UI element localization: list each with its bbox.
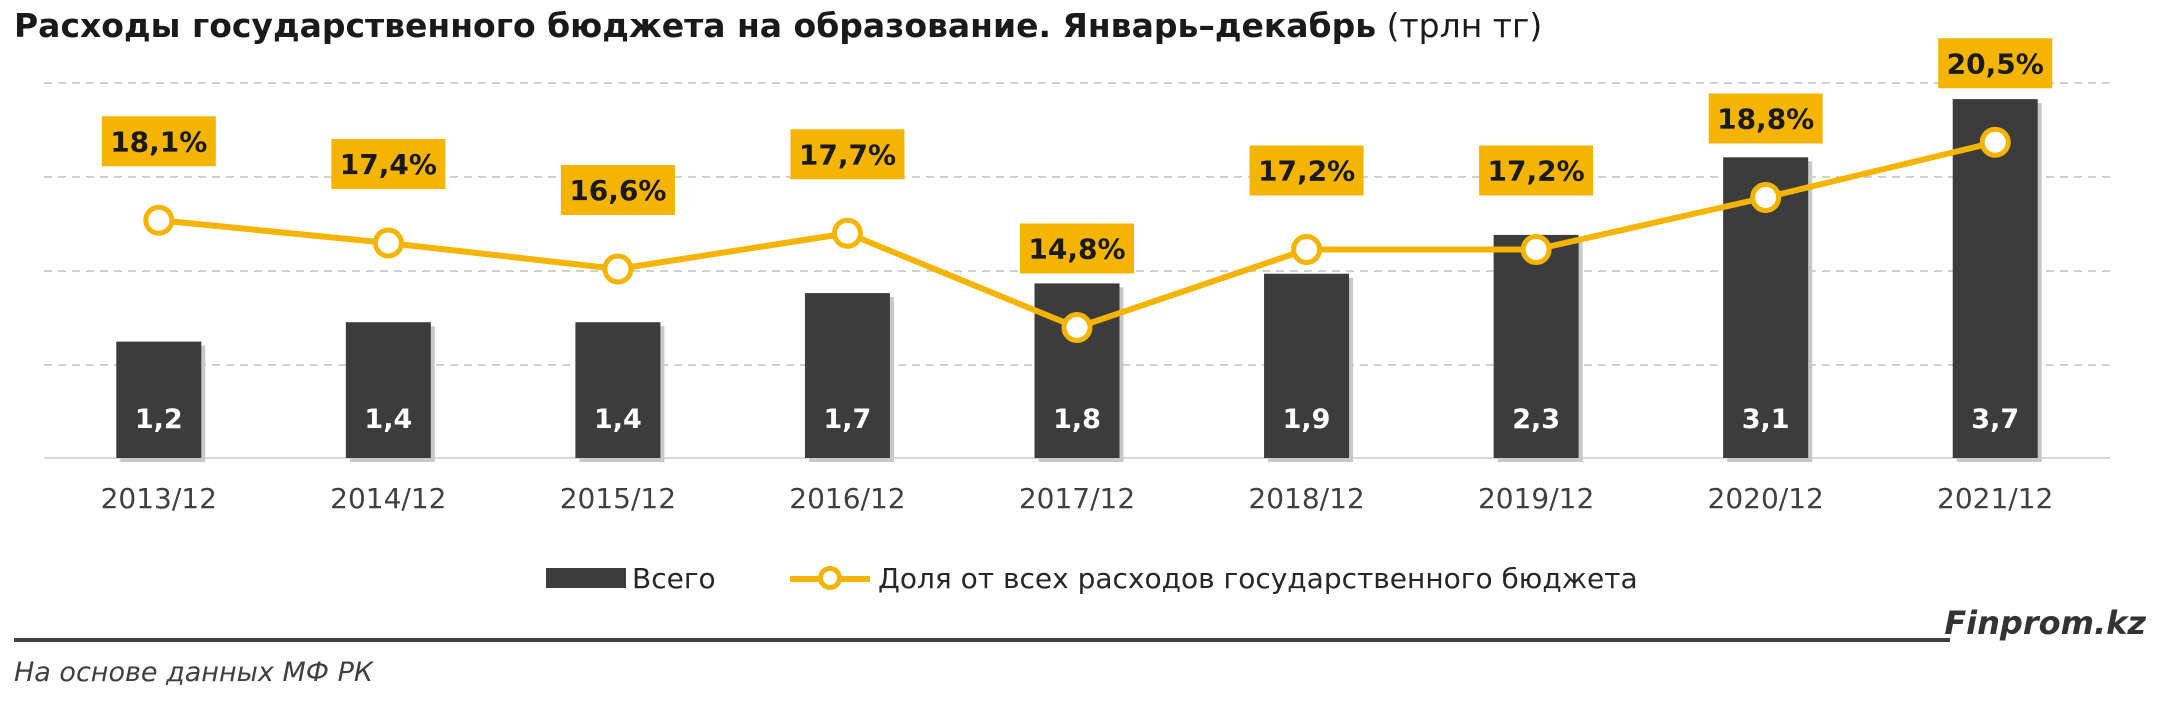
share-value-label: 17,2% <box>1488 155 1585 188</box>
x-tick-label: 2021/12 <box>1937 482 2053 515</box>
x-tick-label: 2016/12 <box>789 482 905 515</box>
share-value-label: 14,8% <box>1028 233 1125 266</box>
share-value-label: 18,1% <box>110 125 207 158</box>
bar-value-label: 1,9 <box>1283 404 1331 435</box>
legend-label-total: Всего <box>632 561 716 595</box>
bar-2021/12 <box>1952 99 2038 458</box>
bar-value-label: 1,8 <box>1053 404 1101 435</box>
x-tick-label: 2017/12 <box>1019 482 1135 515</box>
share-label-box <box>1249 145 1364 196</box>
legend-label-share: Доля от всех расходов государственного б… <box>878 561 1638 595</box>
share-point <box>602 253 634 285</box>
brand-logo-text: Finprom.kz <box>1944 604 2146 642</box>
bar-2018/12 <box>1264 273 1350 458</box>
share-label-box <box>560 165 675 215</box>
share-value-label: 18,8% <box>1717 103 1814 136</box>
chart-title: Расходы государственного бюджета на обра… <box>14 6 1542 45</box>
bar-2016/12 <box>804 293 890 458</box>
bar-2019/12 <box>1493 234 1579 458</box>
bar-2013/12 <box>116 341 202 458</box>
bar-value-label: 2,3 <box>1512 404 1560 435</box>
legend-item-share: Доля от всех расходов государственного б… <box>790 556 1638 600</box>
bar-value-label: 1,4 <box>364 404 412 435</box>
bar-value-label: 1,2 <box>135 404 183 435</box>
legend-swatch-line <box>790 566 870 590</box>
chart-title-main: Расходы государственного бюджета на обра… <box>14 6 1377 45</box>
bar-2015/12 <box>575 322 661 458</box>
x-tick-label: 2013/12 <box>101 482 217 515</box>
x-tick-label: 2018/12 <box>1248 482 1364 515</box>
legend-item-total: Всего <box>546 556 716 600</box>
share-label-box <box>790 129 905 180</box>
share-point <box>1291 234 1323 265</box>
share-point <box>831 217 863 249</box>
share-label-box <box>101 116 216 167</box>
share-label-box <box>1938 38 2053 89</box>
share-point <box>1061 312 1093 343</box>
chart-legend: Всего Доля от всех расходов государствен… <box>0 556 2160 600</box>
share-point <box>1979 126 2011 158</box>
share-value-label: 16,6% <box>569 174 666 207</box>
share-label-box <box>1479 145 1594 196</box>
bar-value-label: 1,7 <box>824 404 872 435</box>
chart-title-unit: (трлн тг) <box>1386 6 1543 45</box>
x-tick-label: 2015/12 <box>560 482 676 515</box>
x-tick-label: 2020/12 <box>1708 482 1824 515</box>
x-tick-label: 2019/12 <box>1478 482 1594 515</box>
legend-swatch-bar <box>546 568 626 588</box>
chart-plot: 1,2 1,4 1,4 1,7 1,8 1,9 2,3 3,1 3,7 2013/12 2014/… <box>44 38 2110 515</box>
bar-value-label: 1,4 <box>594 404 642 435</box>
x-tick-label: 2014/12 <box>330 482 446 515</box>
share-point <box>143 204 175 236</box>
bar-value-label: 3,1 <box>1742 404 1790 435</box>
share-point <box>372 227 404 259</box>
share-label-box <box>1020 223 1134 274</box>
source-note: На основе данных МФ РК <box>14 657 374 688</box>
share-value-label: 17,2% <box>1258 155 1355 188</box>
share-point <box>1520 234 1552 265</box>
share-label-box <box>1708 93 1823 144</box>
share-label-box <box>331 139 446 189</box>
share-value-label: 20,5% <box>1947 47 2044 80</box>
share-value-label: 17,7% <box>799 138 896 171</box>
bar-2014/12 <box>345 322 431 458</box>
share-value-label: 17,4% <box>340 148 437 181</box>
footer-rule <box>14 638 1950 642</box>
share-point <box>1750 182 1782 213</box>
bar-value-label: 3,7 <box>1971 404 2019 435</box>
